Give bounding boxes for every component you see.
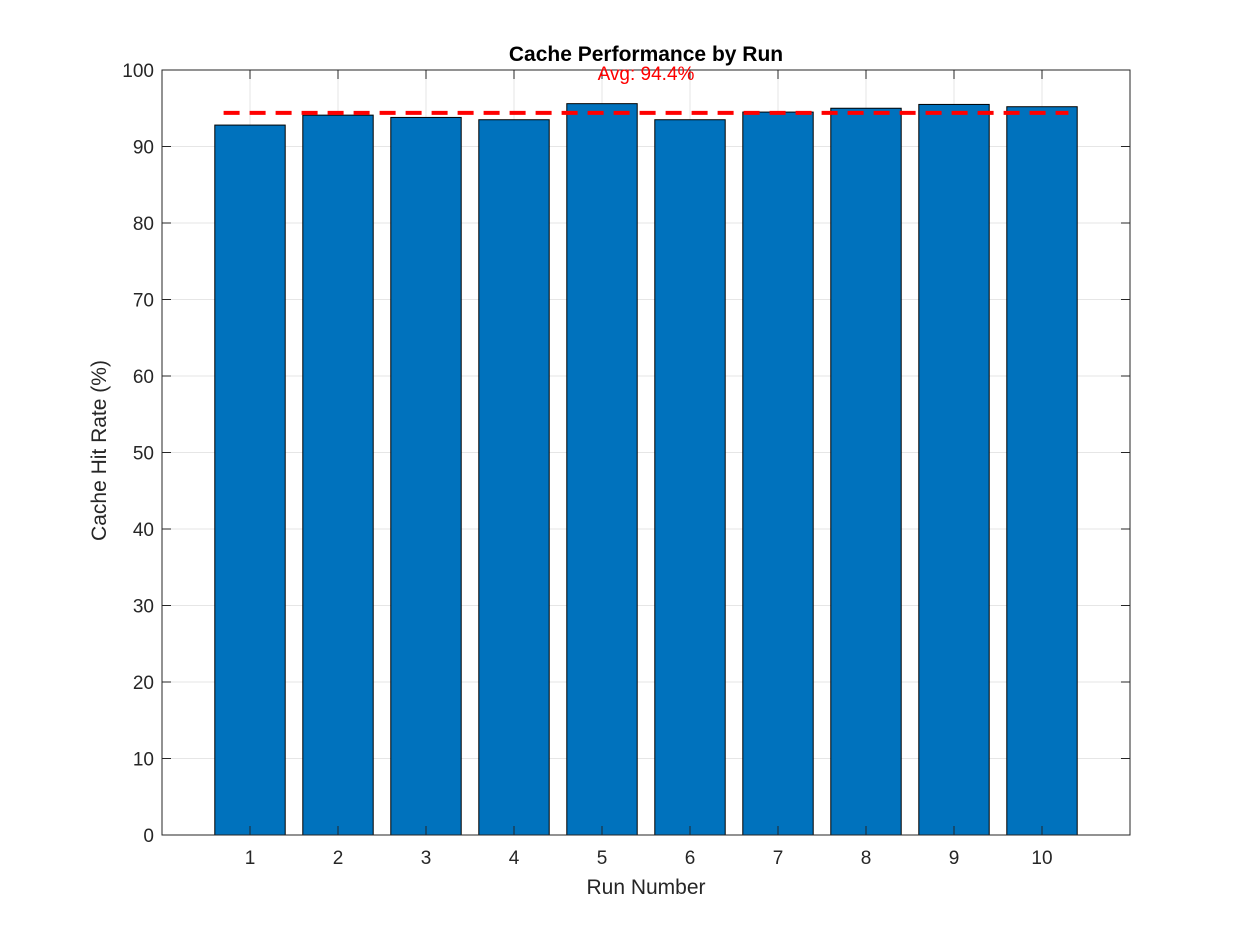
y-tick-label: 0: [143, 826, 154, 847]
y-tick-label: 10: [133, 750, 154, 771]
axis-ticks: 0 10 20 30 40 50 60 70 80 90 100 1 2 3 4 5 6 7 8 9 10: [122, 61, 1130, 869]
y-tick-label: 30: [133, 597, 154, 618]
bar-run-8: [830, 107, 902, 836]
x-tick-label: 2: [333, 848, 344, 869]
x-tick-label: 5: [597, 848, 608, 869]
y-tick-label: 80: [133, 214, 154, 235]
bar-run-10: [1006, 106, 1078, 836]
bar-run-3: [390, 116, 462, 836]
bar-run-5: [566, 103, 638, 836]
x-tick-label: 10: [1031, 848, 1052, 869]
x-tick-label: 4: [509, 848, 520, 869]
chart-title: Cache Performance by Run: [509, 43, 783, 66]
bar-run-2: [302, 114, 374, 836]
bars: [214, 103, 1078, 836]
x-tick-label: 7: [773, 848, 784, 869]
bar-run-7: [742, 111, 814, 836]
y-tick-label: 70: [133, 291, 154, 312]
bar-run-9: [918, 103, 990, 836]
x-tick-label: 6: [685, 848, 696, 869]
y-tick-label: 60: [133, 367, 154, 388]
x-tick-label: 1: [245, 848, 256, 869]
y-tick-label: 50: [133, 444, 154, 465]
x-tick-label: 3: [421, 848, 432, 869]
y-tick-label: 100: [122, 61, 154, 82]
x-tick-label: 9: [949, 848, 960, 869]
y-tick-label: 40: [133, 520, 154, 541]
y-tick-label: 20: [133, 673, 154, 694]
average-annotation: Avg: 94.4%: [598, 64, 695, 85]
bar-run-6: [654, 119, 726, 836]
y-axis-label: Cache Hit Rate (%): [88, 360, 111, 541]
x-axis-label: Run Number: [586, 876, 705, 899]
bar-run-1: [214, 124, 286, 836]
y-tick-label: 90: [133, 138, 154, 159]
bar-run-4: [478, 119, 550, 836]
x-tick-label: 8: [861, 848, 872, 869]
